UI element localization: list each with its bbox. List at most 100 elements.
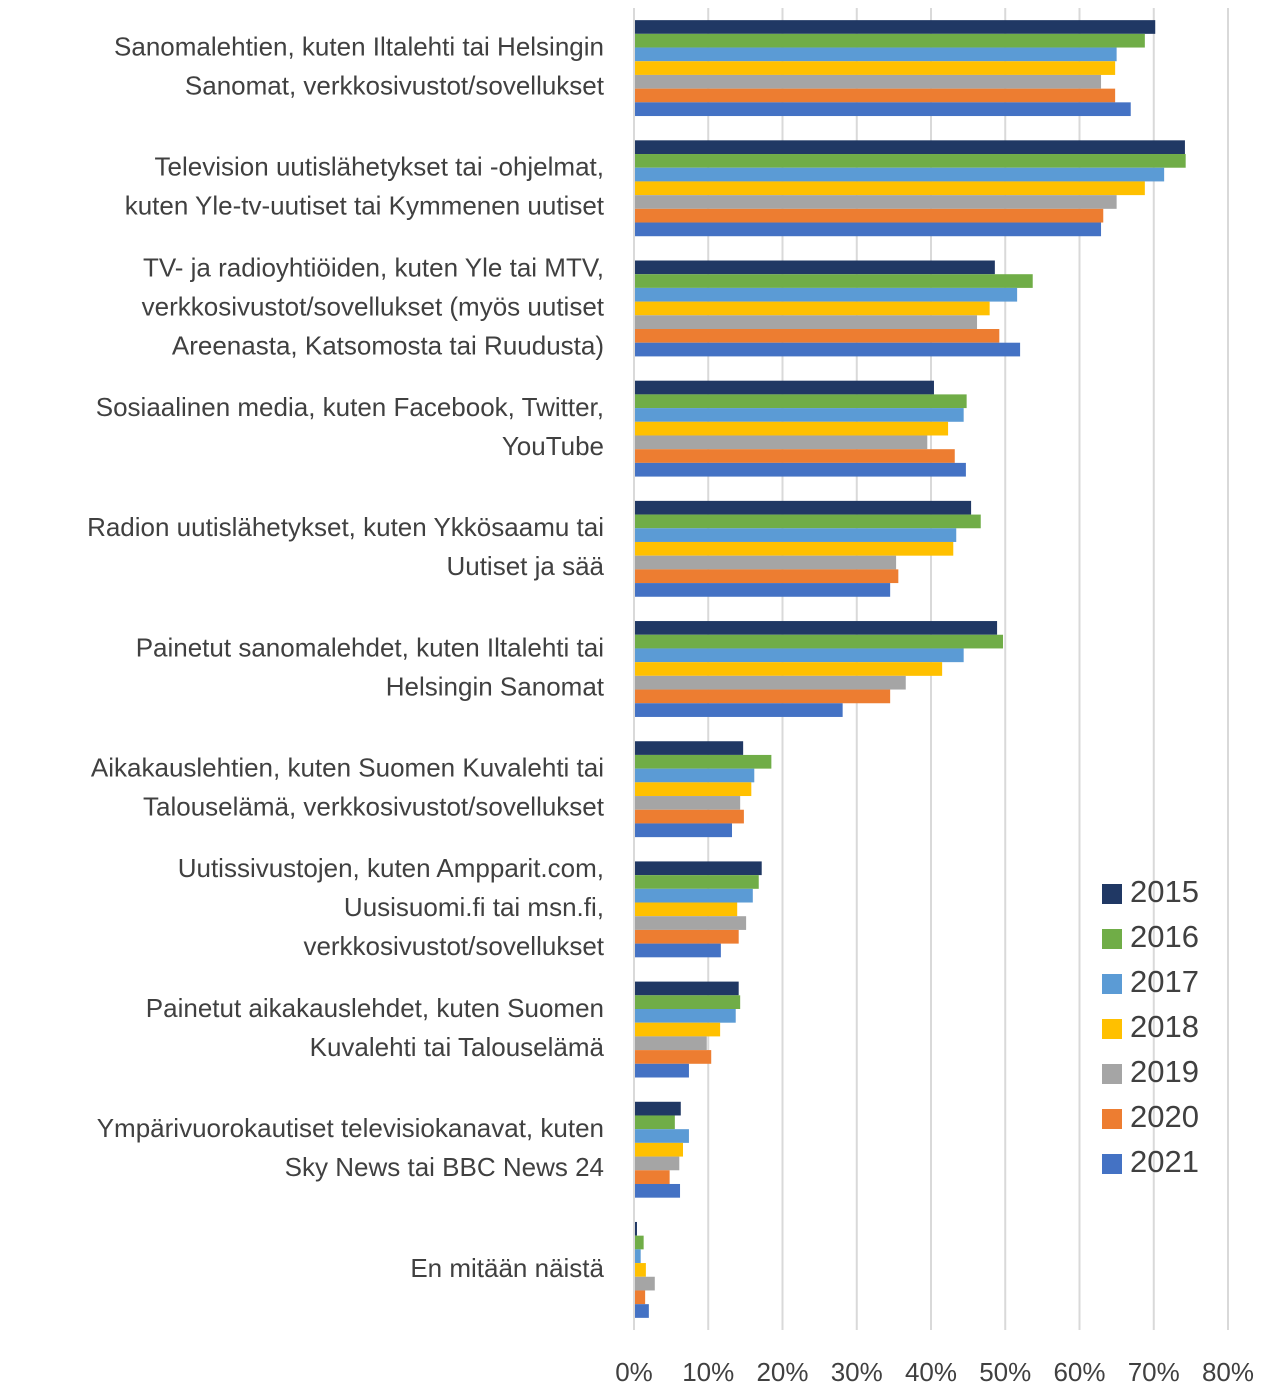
bar — [634, 823, 733, 838]
bar — [634, 167, 1165, 182]
bar — [634, 916, 747, 930]
category-label: Radion uutislähetykset, kuten Ykkösaamu … — [87, 512, 604, 542]
category-label: kuten Yle-tv-uutiset tai Kymmenen uutise… — [125, 191, 605, 221]
bar — [634, 1142, 684, 1157]
legend-label: 2018 — [1130, 1009, 1199, 1044]
bar — [634, 462, 966, 477]
legend-swatch — [1102, 1064, 1122, 1084]
bar — [634, 861, 762, 876]
category-label: Talouselämä, verkkosivustot/sovellukset — [143, 792, 605, 822]
legend-label: 2019 — [1130, 1054, 1199, 1089]
legend-swatch — [1102, 929, 1122, 949]
category-label: Areenasta, Katsomosta tai Ruudusta) — [172, 330, 604, 360]
bar — [634, 208, 1104, 223]
bar — [634, 435, 928, 450]
category-label: Sky News tai BBC News 24 — [285, 1152, 604, 1182]
legend-label: 2016 — [1130, 919, 1199, 954]
bar — [634, 1170, 670, 1184]
bar — [634, 1263, 646, 1277]
bar — [634, 754, 772, 769]
legend-label: 2021 — [1130, 1144, 1199, 1179]
category-label: verkkosivustot/sovellukset — [303, 931, 604, 961]
bar — [634, 1063, 689, 1078]
bar — [634, 1304, 649, 1318]
bar — [634, 74, 1102, 89]
bar — [634, 1290, 646, 1305]
bar — [634, 408, 964, 422]
x-tick-label: 30% — [831, 1357, 883, 1386]
bar — [634, 621, 998, 635]
category-label: Sanomalehtien, kuten Iltalehti tai Helsi… — [114, 31, 604, 61]
legend-label: 2017 — [1130, 964, 1199, 999]
bar — [634, 260, 995, 275]
category-label: Uusisuomi.fi tai msn.fi, — [344, 892, 604, 922]
bar — [634, 741, 744, 755]
bar — [634, 222, 1102, 237]
bar — [634, 703, 843, 717]
x-tick-label: 70% — [1128, 1357, 1180, 1386]
bar — [634, 528, 957, 542]
category-label: Sanomat, verkkosivustot/sovellukset — [185, 70, 605, 100]
bar — [634, 514, 981, 529]
legend-swatch — [1102, 1109, 1122, 1129]
bar — [634, 1249, 641, 1264]
category-label: Aikakauslehtien, kuten Suomen Kuvalehti … — [91, 753, 604, 783]
bar — [634, 102, 1131, 117]
x-tick-label: 20% — [756, 1357, 808, 1386]
x-tick-label: 50% — [979, 1357, 1031, 1386]
bar — [634, 380, 934, 395]
bar — [634, 274, 1033, 288]
bar — [634, 796, 741, 810]
bar — [634, 634, 1004, 649]
bar — [634, 902, 738, 917]
category-label: TV- ja radioyhtiöiden, kuten Yle tai MTV… — [143, 252, 604, 282]
bar — [634, 154, 1186, 168]
bar — [634, 33, 1145, 48]
legend-swatch — [1102, 974, 1122, 994]
legend-swatch — [1102, 884, 1122, 904]
legend-label: 2015 — [1130, 874, 1199, 909]
x-tick-label: 60% — [1053, 1357, 1105, 1386]
bar — [634, 1183, 681, 1198]
category-label: Helsingin Sanomat — [386, 671, 605, 701]
bar — [634, 140, 1185, 155]
bar — [634, 981, 739, 996]
bar — [634, 500, 972, 515]
bar — [634, 329, 1000, 343]
bar — [634, 315, 978, 330]
category-label: verkkosivustot/sovellukset (myös uutiset — [142, 291, 605, 321]
bar — [634, 195, 1117, 209]
bar — [634, 1050, 712, 1064]
bar — [634, 943, 721, 958]
bar — [634, 287, 1018, 302]
bar — [634, 301, 990, 316]
bar — [634, 421, 949, 436]
bar — [634, 689, 891, 704]
legend-label: 2020 — [1130, 1099, 1199, 1134]
category-label: YouTube — [502, 431, 604, 461]
bar — [634, 20, 1156, 34]
bar — [634, 541, 954, 556]
bar — [634, 47, 1117, 62]
x-tick-label: 0% — [615, 1357, 653, 1386]
category-label: Kuvalehti tai Talouselämä — [310, 1032, 605, 1062]
category-label: Painetut sanomalehdet, kuten Iltalehti t… — [136, 632, 604, 662]
legend-swatch — [1102, 1154, 1122, 1174]
x-tick-label: 80% — [1202, 1357, 1254, 1386]
bar — [634, 929, 739, 944]
category-label: Television uutislähetykset tai -ohjelmat… — [155, 152, 604, 182]
bar — [634, 1101, 681, 1116]
bar — [634, 61, 1116, 75]
category-label: Uutiset ja sää — [446, 551, 604, 581]
bar — [634, 648, 964, 663]
bar — [634, 809, 744, 824]
x-tick-label: 10% — [682, 1357, 734, 1386]
bar — [634, 342, 1021, 357]
category-label: Ympärivuorokautiset televisiokanavat, ku… — [97, 1113, 604, 1143]
bar — [634, 782, 752, 797]
bar — [634, 1276, 655, 1291]
category-label: Painetut aikakauslehdet, kuten Suomen — [146, 993, 604, 1023]
bar — [634, 875, 759, 889]
bar — [634, 675, 906, 690]
